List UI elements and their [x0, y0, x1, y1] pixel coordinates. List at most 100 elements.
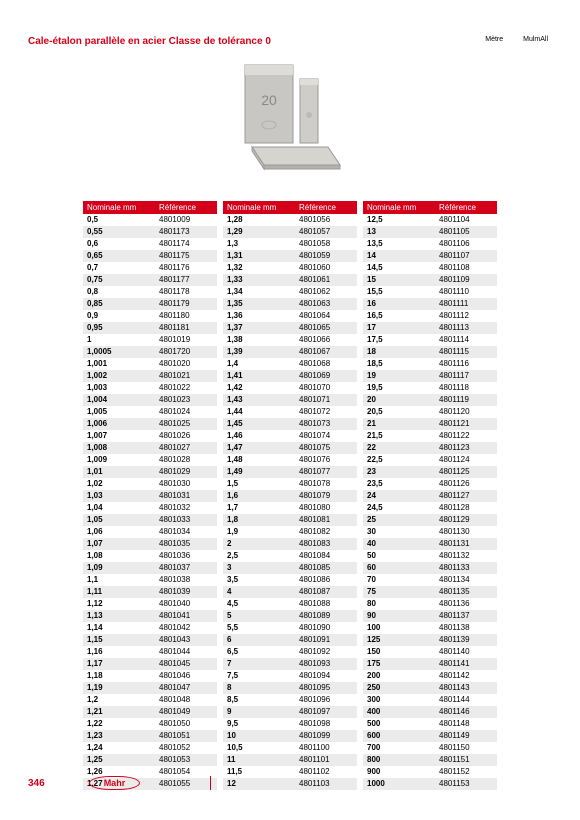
cell-nominal: 24,5	[363, 502, 435, 514]
cell-nominal: 8,5	[223, 694, 295, 706]
table-row: 5004801148	[363, 718, 497, 730]
cell-reference: 4801028	[155, 454, 217, 466]
cell-nominal: 6,5	[223, 646, 295, 658]
table-row: 1,084801036	[83, 550, 217, 562]
cell-reference: 4801109	[435, 274, 497, 286]
table-row: 4004801146	[363, 706, 497, 718]
th-nominal: Nominale mm	[363, 201, 435, 214]
cell-reference: 4801031	[155, 490, 217, 502]
cell-nominal: 15,5	[363, 286, 435, 298]
table-row: 1,0074801026	[83, 430, 217, 442]
table-row: 23,54801126	[363, 478, 497, 490]
cell-reference: 4801132	[435, 550, 497, 562]
cell-reference: 4801045	[155, 658, 217, 670]
cell-reference: 4801121	[435, 418, 497, 430]
cell-reference: 4801034	[155, 526, 217, 538]
table-row: 1,0064801025	[83, 418, 217, 430]
cell-nominal: 1,02	[83, 478, 155, 490]
cell-nominal: 1,25	[83, 754, 155, 766]
table-row: 1004801138	[363, 622, 497, 634]
cell-reference: 4801058	[295, 238, 357, 250]
cell-reference: 4801139	[435, 634, 497, 646]
table-row: 1,364801064	[223, 310, 357, 322]
table-row: 13,54801106	[363, 238, 497, 250]
cell-reference: 4801110	[435, 286, 497, 298]
cell-nominal: 1,28	[223, 214, 295, 226]
cell-reference: 4801030	[155, 478, 217, 490]
top-right-labels: Mètre MulmAll	[467, 36, 548, 43]
tbody-2: 1,2848010561,2948010571,348010581,314801…	[223, 214, 357, 790]
label-metre: Mètre	[485, 36, 503, 43]
table-row: 14,54801108	[363, 262, 497, 274]
cell-reference: 4801071	[295, 394, 357, 406]
cell-reference: 4801061	[295, 274, 357, 286]
cell-reference: 4801105	[435, 226, 497, 238]
table-row: 1,184801046	[83, 670, 217, 682]
cell-reference: 4801043	[155, 634, 217, 646]
cell-reference: 4801086	[295, 574, 357, 586]
product-image: 20	[200, 57, 380, 187]
tbody-1: 0,548010090,5548011730,648011740,6548011…	[83, 214, 217, 790]
table-3: Nominale mm Référence 12,548011041348011…	[363, 201, 497, 790]
table-row: 0,94801180	[83, 310, 217, 322]
table-row: 1,464801074	[223, 430, 357, 442]
cell-reference: 4801127	[435, 490, 497, 502]
cell-nominal: 100	[363, 622, 435, 634]
cell-nominal: 16,5	[363, 310, 435, 322]
table-row: 2,54801084	[223, 550, 357, 562]
cell-nominal: 19,5	[363, 382, 435, 394]
cell-reference: 4801032	[155, 502, 217, 514]
cell-nominal: 0,75	[83, 274, 155, 286]
table-row: 254801129	[363, 514, 497, 526]
table-row: 1,394801067	[223, 346, 357, 358]
table-row: 18,54801116	[363, 358, 497, 370]
cell-reference: 4801044	[155, 646, 217, 658]
cell-nominal: 90	[363, 610, 435, 622]
table-row: 0,84801178	[83, 286, 217, 298]
table-row: 16,54801112	[363, 310, 497, 322]
table-row: 1,114801039	[83, 586, 217, 598]
cell-nominal: 1,13	[83, 610, 155, 622]
cell-nominal: 1,05	[83, 514, 155, 526]
cell-nominal: 15	[363, 274, 435, 286]
cell-reference: 4801080	[295, 502, 357, 514]
mahr-logo: Mahr	[89, 776, 141, 790]
cell-reference: 4801140	[435, 646, 497, 658]
cell-nominal: 250	[363, 682, 435, 694]
cell-nominal: 40	[363, 538, 435, 550]
cell-nominal: 1,009	[83, 454, 155, 466]
cell-reference: 4801130	[435, 526, 497, 538]
table-row: 6004801149	[363, 730, 497, 742]
cell-nominal: 1,17	[83, 658, 155, 670]
cell-reference: 4801040	[155, 598, 217, 610]
table-row: 1,44801068	[223, 358, 357, 370]
table-row: 1,134801041	[83, 610, 217, 622]
cell-reference: 4801098	[295, 718, 357, 730]
table-row: 1,044801032	[83, 502, 217, 514]
cell-nominal: 4,5	[223, 598, 295, 610]
cell-nominal: 2,5	[223, 550, 295, 562]
table-row: 54801089	[223, 610, 357, 622]
table-row: 0,54801009	[83, 214, 217, 226]
cell-nominal: 1,23	[83, 730, 155, 742]
cell-reference: 4801072	[295, 406, 357, 418]
cell-nominal: 60	[363, 562, 435, 574]
table-row: 9,54801098	[223, 718, 357, 730]
cell-nominal: 1,44	[223, 406, 295, 418]
cell-nominal: 17	[363, 322, 435, 334]
table-row: 104801099	[223, 730, 357, 742]
cell-nominal: 0,85	[83, 298, 155, 310]
cell-nominal: 9	[223, 706, 295, 718]
cell-nominal: 800	[363, 754, 435, 766]
cell-reference: 4801128	[435, 502, 497, 514]
table-row: 244801127	[363, 490, 497, 502]
table-row: 1,334801061	[223, 274, 357, 286]
table-row: 804801136	[363, 598, 497, 610]
cell-reference: 4801064	[295, 310, 357, 322]
cell-reference: 4801095	[295, 682, 357, 694]
cell-reference: 4801056	[295, 214, 357, 226]
cell-reference: 4801093	[295, 658, 357, 670]
cell-nominal: 8	[223, 682, 295, 694]
table-row: 1,054801033	[83, 514, 217, 526]
cell-reference: 4801111	[435, 298, 497, 310]
